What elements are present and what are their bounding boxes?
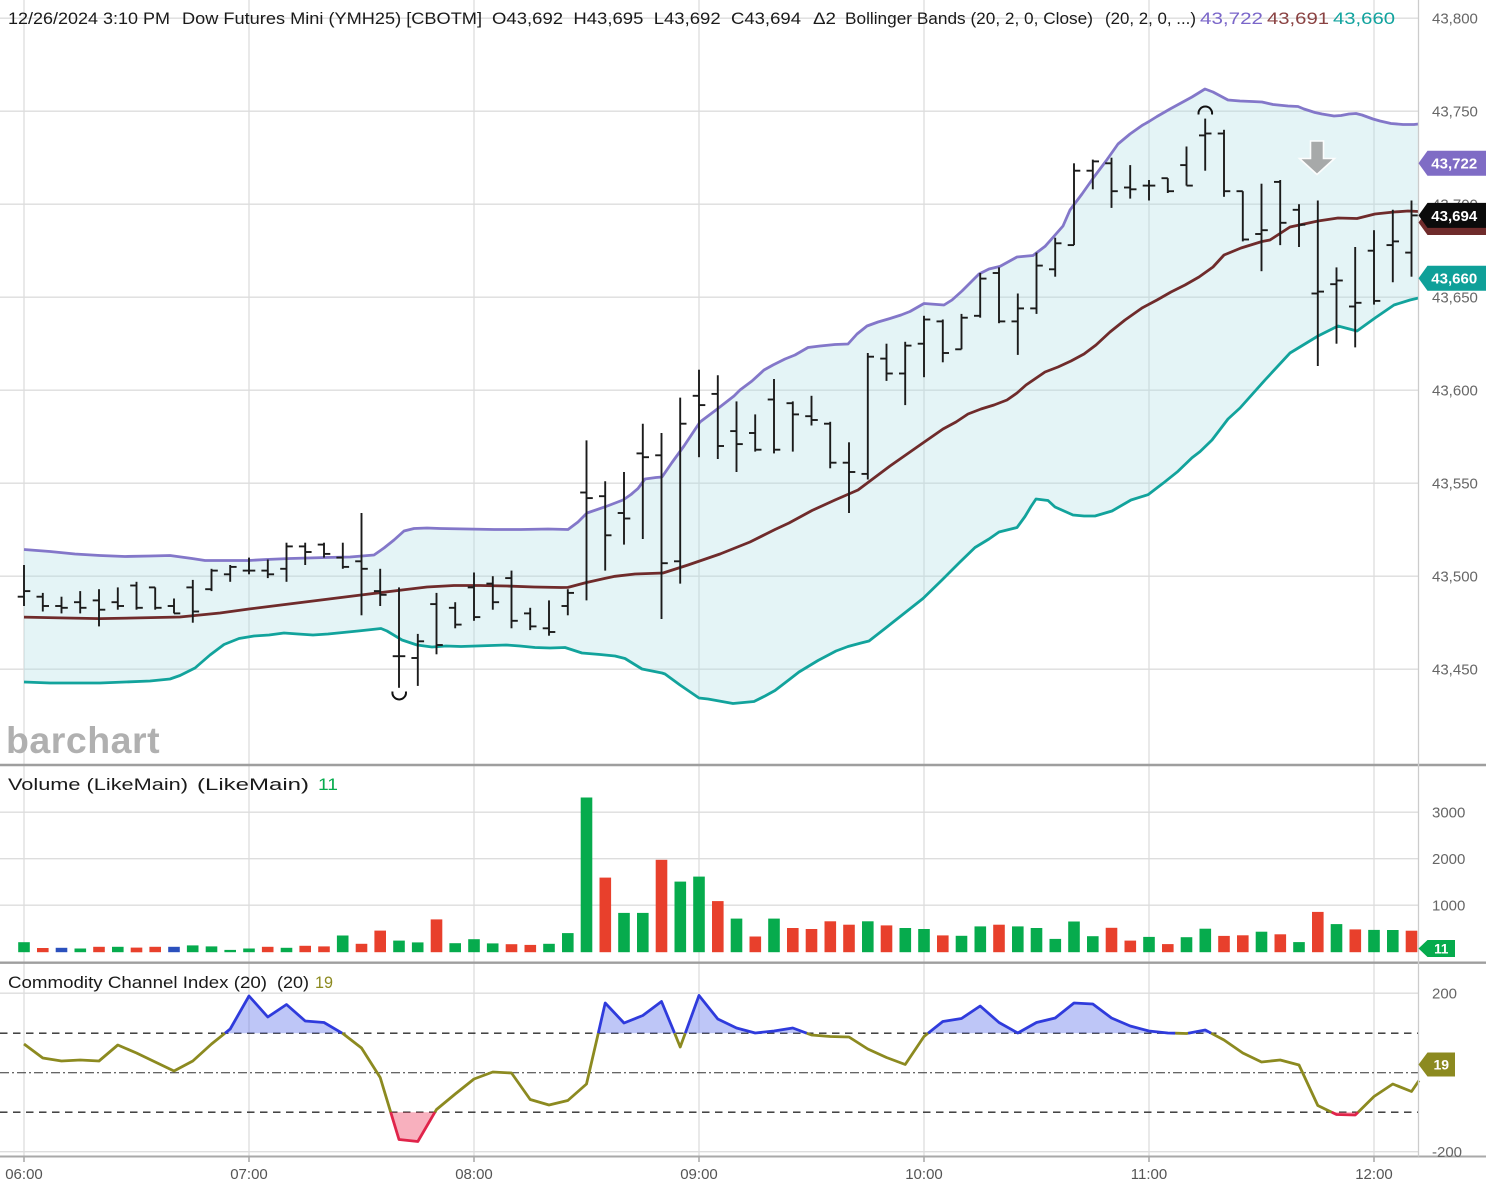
- svg-text:08:00: 08:00: [455, 1166, 493, 1183]
- svg-text:43,722: 43,722: [1200, 9, 1263, 28]
- svg-text:Volume (LikeMain): Volume (LikeMain): [8, 775, 188, 794]
- svg-text:06:00: 06:00: [5, 1166, 43, 1183]
- svg-text:11: 11: [1434, 941, 1449, 956]
- svg-text:12/26/2024 3:10 PM: 12/26/2024 3:10 PM: [8, 9, 170, 28]
- svg-text:43,800: 43,800: [1432, 10, 1478, 27]
- svg-text:43,660: 43,660: [1431, 271, 1477, 288]
- svg-text:12:00: 12:00: [1355, 1166, 1393, 1183]
- svg-text:43,750: 43,750: [1432, 103, 1478, 120]
- svg-text:43,660: 43,660: [1333, 9, 1395, 28]
- svg-text:3000: 3000: [1432, 804, 1465, 821]
- svg-text:barchart: barchart: [6, 719, 160, 761]
- svg-text:-200: -200: [1432, 1144, 1462, 1161]
- svg-text:07:00: 07:00: [230, 1166, 268, 1183]
- svg-text:19: 19: [1433, 1057, 1449, 1073]
- svg-text:Δ2: Δ2: [813, 9, 836, 28]
- svg-text:43,450: 43,450: [1432, 661, 1478, 678]
- svg-text:43,550: 43,550: [1432, 475, 1478, 492]
- svg-text:19: 19: [315, 973, 333, 992]
- svg-text:11: 11: [318, 775, 338, 794]
- svg-text:O43,692 H43,695 L43,692 C43: O43,692 H43,695 L43,692 C43,694: [492, 9, 801, 28]
- svg-text:1000: 1000: [1432, 897, 1465, 914]
- svg-text:09:00: 09:00: [680, 1166, 718, 1183]
- svg-text:Bollinger Bands (20, 2, 0, Clo: Bollinger Bands (20, 2, 0, Close): [845, 9, 1093, 28]
- svg-text:43,691: 43,691: [1267, 9, 1329, 28]
- svg-text:(20, 2, 0, ...): (20, 2, 0, ...): [1105, 9, 1196, 28]
- svg-text:11:00: 11:00: [1131, 1166, 1167, 1183]
- svg-text:Dow Futures Mini (YMH25) [CBOT: Dow Futures Mini (YMH25) [CBOTM]: [182, 9, 482, 28]
- svg-text:43,694: 43,694: [1431, 208, 1478, 225]
- svg-text:200: 200: [1432, 985, 1457, 1002]
- svg-text:43,600: 43,600: [1432, 382, 1478, 399]
- svg-text:10:00: 10:00: [905, 1166, 943, 1183]
- svg-text:43,722: 43,722: [1431, 156, 1477, 173]
- svg-text:(LikeMain): (LikeMain): [197, 775, 309, 794]
- svg-text:(20): (20): [277, 973, 309, 992]
- svg-text:43,500: 43,500: [1432, 568, 1478, 585]
- svg-text:43,650: 43,650: [1432, 289, 1478, 306]
- svg-text:Commodity Channel Index (20): Commodity Channel Index (20): [8, 973, 267, 992]
- svg-text:2000: 2000: [1432, 851, 1465, 868]
